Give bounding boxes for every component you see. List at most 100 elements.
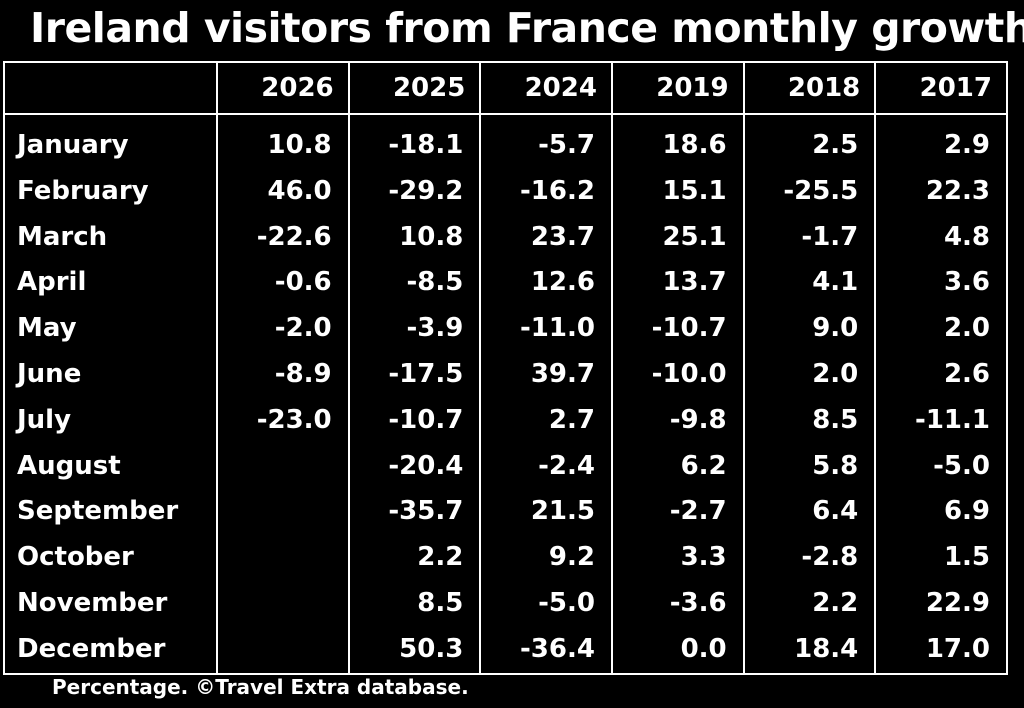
column-header: 2019 (610, 61, 745, 115)
table-cell: -5.0 (933, 450, 990, 481)
table-cell: -10.7 (388, 404, 464, 435)
table-cell: 2.7 (548, 404, 595, 435)
body-row: January February March April May June July Augu… (3, 113, 1008, 675)
table-cell: -22.6 (256, 221, 332, 252)
table-cell: 25.1 (662, 221, 727, 252)
table-cell: -2.7 (669, 496, 727, 527)
table-cell: -23.0 (256, 404, 332, 435)
table-cell: 2.5 (812, 130, 859, 160)
table-cell: -2.4 (538, 450, 595, 481)
table-cell: -0.6 (274, 267, 332, 298)
corner-cell (3, 61, 218, 115)
table-cell: 15.1 (662, 175, 727, 206)
month-label: July (17, 404, 72, 435)
table-cell (218, 535, 348, 581)
table-cell (218, 444, 348, 490)
table-cell: 6.9 (943, 496, 990, 527)
table-cell: 39.7 (530, 358, 595, 389)
table-cell: -1.7 (801, 221, 859, 252)
table-cell: 2.2 (812, 587, 859, 618)
table-cell: 18.6 (662, 130, 727, 160)
table-cell: 3.6 (943, 267, 990, 298)
table-cell: 2.2 (417, 542, 464, 573)
month-label: October (17, 542, 134, 573)
column-header: 2024 (479, 61, 613, 115)
table-cell: 12.6 (530, 267, 595, 298)
table-cell: -2.8 (801, 542, 859, 573)
table-cell: -18.1 (388, 130, 464, 160)
table-cell: 8.5 (812, 404, 859, 435)
table-cell: 3.3 (680, 542, 727, 573)
table-cell (218, 581, 348, 627)
table-cell: 13.7 (662, 267, 727, 298)
table-cell: 18.4 (794, 633, 859, 664)
table-cell: -8.5 (406, 267, 464, 298)
table-cell: -25.5 (783, 175, 859, 206)
table-cell: 10.8 (267, 130, 332, 160)
table-cell: -8.9 (274, 358, 332, 389)
value-column: 10.8 46.0 -22.6 -0.6 -2.0 -8.9 -23.0 (216, 113, 350, 675)
month-label: April (17, 267, 87, 298)
table-cell: 4.1 (812, 267, 859, 298)
value-column: 18.6 15.1 25.1 13.7 -10.7 -10.0 -9.8 6.2 -2.7 3.3… (610, 113, 745, 675)
table-cell: 22.9 (925, 587, 990, 618)
table-cell: -5.0 (538, 587, 595, 618)
column-header: 2018 (742, 61, 877, 115)
table-cell: -16.2 (520, 175, 595, 206)
table-cell: 10.8 (399, 221, 464, 252)
table-cell: -36.4 (520, 633, 595, 664)
month-label: March (17, 221, 108, 252)
table-cell: -11.1 (915, 404, 990, 435)
header-row: 2026 2025 2024 2019 2018 2017 (3, 61, 1008, 115)
table-cell: 2.9 (943, 130, 990, 160)
table-cell: 2.0 (812, 358, 859, 389)
table-cell: -5.7 (538, 130, 595, 160)
table-cell: 0.0 (680, 633, 727, 664)
column-header: 2026 (216, 61, 350, 115)
month-label: February (17, 175, 149, 206)
table-cell: 6.4 (812, 496, 859, 527)
table-cell: -9.8 (669, 404, 727, 435)
table-cell: 9.2 (548, 542, 595, 573)
month-label: November (17, 587, 168, 618)
month-label: June (17, 358, 82, 389)
table-cell: 4.8 (943, 221, 990, 252)
table-title: Ireland visitors from France monthly gro… (30, 4, 1024, 52)
month-label: May (17, 313, 77, 344)
table-cell: -20.4 (388, 450, 464, 481)
table-cell: -17.5 (388, 358, 464, 389)
table-cell: 1.5 (943, 542, 990, 573)
table-cell: 5.8 (812, 450, 859, 481)
table-cell: -3.6 (669, 587, 727, 618)
column-header: 2017 (874, 61, 1008, 115)
value-column: 2.5 -25.5 -1.7 4.1 9.0 2.0 8.5 5.8 6.4 -2.8 2.2 18.… (742, 113, 877, 675)
table-cell: -35.7 (388, 496, 464, 527)
table-cell: 2.0 (943, 313, 990, 344)
month-label: August (17, 450, 121, 481)
month-label: December (17, 633, 166, 664)
growth-table: 2026 2025 2024 2019 2018 2017 January Feb… (3, 61, 1008, 675)
table-cell: 46.0 (267, 175, 332, 206)
table-cell: 6.2 (680, 450, 727, 481)
table-cell: 8.5 (417, 587, 464, 618)
table-cell: 50.3 (399, 633, 464, 664)
table-cell: 22.3 (925, 175, 990, 206)
month-label: September (17, 496, 179, 527)
table-cell (218, 627, 348, 673)
table-cell: -3.9 (406, 313, 464, 344)
table-cell: -2.0 (274, 313, 332, 344)
value-column: -5.7 -16.2 23.7 12.6 -11.0 39.7 2.7 -2.4 21.5 9.2… (479, 113, 613, 675)
table-cell: 23.7 (530, 221, 595, 252)
table-cell (218, 489, 348, 535)
table-cell: 21.5 (530, 496, 595, 527)
month-label: January (17, 130, 129, 160)
value-column: 2.9 22.3 4.8 3.6 2.0 2.6 -11.1 -5.0 6.9 1.5 22.9 17… (874, 113, 1008, 675)
table-cell: -11.0 (520, 313, 595, 344)
column-header: 2025 (347, 61, 482, 115)
table-cell: -10.7 (651, 313, 727, 344)
value-column: -18.1 -29.2 10.8 -8.5 -3.9 -17.5 -10.7 -20.4 -35… (347, 113, 482, 675)
table-cell: 9.0 (812, 313, 859, 344)
footnote: Percentage. ©Travel Extra database. (52, 675, 469, 699)
table-cell: -29.2 (388, 175, 464, 206)
month-label-column: January February March April May June July Augu… (3, 113, 218, 675)
